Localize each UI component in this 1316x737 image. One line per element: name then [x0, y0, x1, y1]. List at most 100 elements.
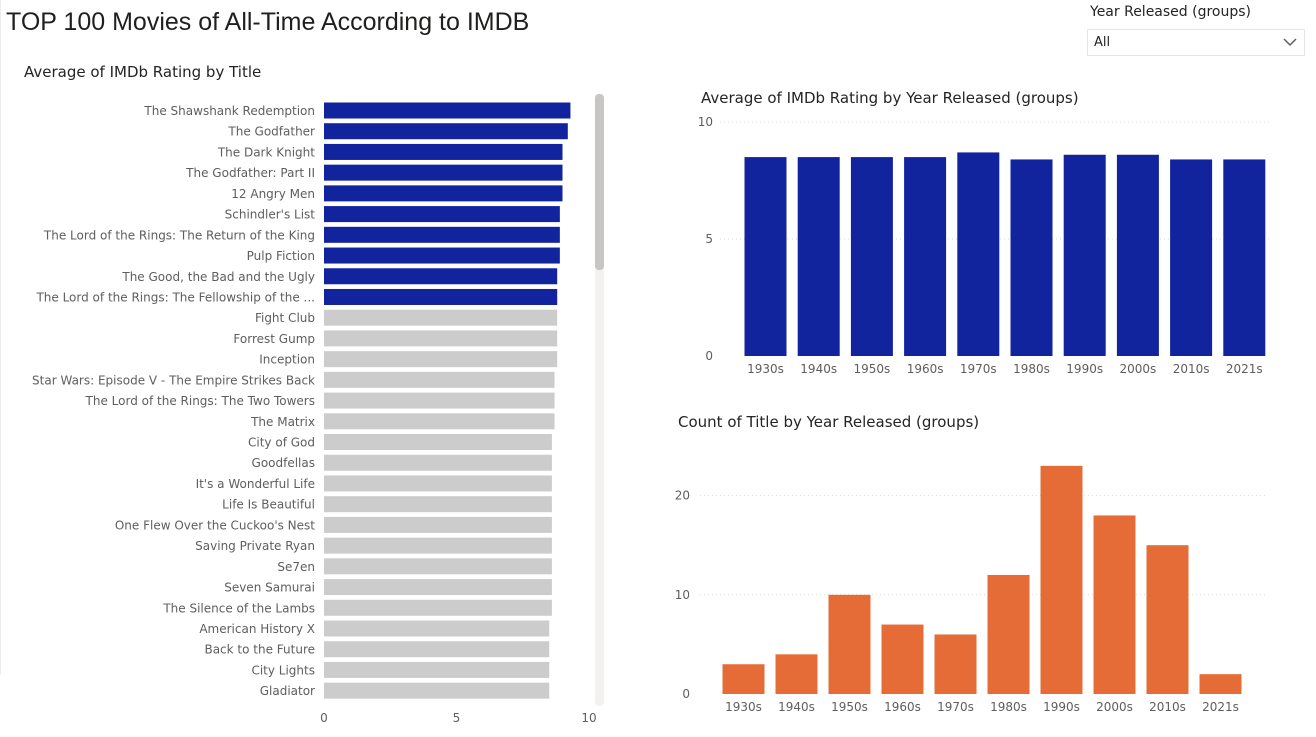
category-label: The Shawshank Redemption: [143, 104, 315, 118]
bar[interactable]: [1010, 159, 1053, 356]
bar[interactable]: [324, 620, 550, 637]
category-label: Goodfellas: [252, 456, 315, 470]
bar[interactable]: [1040, 465, 1083, 694]
x-tick-label: 2021s: [1226, 362, 1263, 376]
bar[interactable]: [324, 434, 552, 451]
bar[interactable]: [324, 268, 558, 285]
category-label: The Lord of the Rings: The Two Towers: [85, 394, 315, 408]
x-tick-label: 2021s: [1202, 700, 1239, 714]
x-tick-label: 5: [453, 711, 461, 725]
x-tick-label: 1930s: [725, 700, 762, 714]
bar[interactable]: [324, 351, 558, 368]
x-tick-label: 1930s: [747, 362, 784, 376]
bar[interactable]: [775, 654, 818, 694]
x-tick-label: 1940s: [778, 700, 815, 714]
y-tick-label: 0: [682, 687, 690, 701]
year-released-dropdown[interactable]: All: [1087, 29, 1305, 56]
bar[interactable]: [722, 664, 765, 694]
bar[interactable]: [1116, 154, 1159, 356]
x-tick-label: 2000s: [1120, 362, 1157, 376]
category-label: City of God: [248, 436, 315, 450]
bar[interactable]: [324, 123, 568, 140]
x-tick-label: 10: [581, 711, 596, 725]
x-tick-label: 0: [320, 711, 328, 725]
bar[interactable]: [957, 152, 1000, 356]
bar[interactable]: [828, 594, 871, 694]
x-tick-label: 1970s: [960, 362, 997, 376]
bar[interactable]: [324, 143, 563, 160]
category-label: The Lord of the Rings: The Return of the…: [43, 228, 315, 242]
bar[interactable]: [850, 157, 893, 356]
bar[interactable]: [324, 206, 560, 223]
y-tick-label: 10: [675, 588, 690, 602]
bar[interactable]: [1146, 545, 1189, 694]
category-label: Seven Samurai: [224, 581, 315, 595]
bar[interactable]: [324, 392, 555, 409]
x-tick-label: 1940s: [800, 362, 837, 376]
bar[interactable]: [324, 454, 552, 471]
bar[interactable]: [1170, 159, 1213, 356]
x-tick-label: 1960s: [884, 700, 921, 714]
scrollbar-thumb[interactable]: [595, 94, 604, 270]
bar[interactable]: [324, 599, 552, 616]
bar[interactable]: [987, 574, 1030, 694]
bar[interactable]: [324, 102, 571, 119]
bar[interactable]: [324, 226, 560, 243]
bar[interactable]: [324, 330, 558, 347]
bar[interactable]: [324, 164, 563, 181]
rating-by-decade-chart[interactable]: 0 5 10 1930s 1940s 1950s 1960s 1970s 1980s 1990s 2…: [680, 110, 1280, 385]
bar[interactable]: [324, 496, 552, 513]
y-tick-label: 20: [675, 489, 690, 503]
bar[interactable]: [904, 157, 947, 356]
category-label: It's a Wonderful Life: [196, 477, 315, 491]
bar[interactable]: [324, 682, 550, 699]
bar[interactable]: [324, 516, 552, 533]
category-label: Schindler's List: [225, 208, 316, 222]
category-label: Gladiator: [260, 684, 315, 698]
x-tick-label: 1980s: [990, 700, 1027, 714]
bar[interactable]: [324, 558, 552, 575]
bar[interactable]: [324, 475, 552, 492]
x-tick-label: 1980s: [1013, 362, 1050, 376]
category-label: One Flew Over the Cuckoo's Nest: [115, 518, 315, 532]
category-label: Se7en: [277, 560, 315, 574]
bar[interactable]: [324, 185, 563, 202]
x-tick-label: 2010s: [1173, 362, 1210, 376]
bar[interactable]: [1093, 515, 1136, 694]
category-label: Forrest Gump: [233, 332, 315, 346]
y-tick-label: 5: [705, 232, 713, 246]
category-label: City Lights: [251, 663, 315, 677]
bar[interactable]: [744, 157, 787, 356]
chart-title-rating-by-decade: Average of IMDb Rating by Year Released …: [701, 89, 1079, 107]
bar[interactable]: [324, 537, 552, 554]
bar[interactable]: [934, 634, 977, 694]
x-tick-label: 1950s: [831, 700, 868, 714]
rating-by-title-chart[interactable]: The Shawshank Redemption The Godfather The…: [0, 90, 610, 730]
bar[interactable]: [1063, 154, 1106, 356]
bar[interactable]: [324, 661, 550, 678]
bar[interactable]: [324, 288, 558, 305]
count-by-decade-chart[interactable]: 0 10 20 1930s 1940s 1950s 1960s 1970s 1980s 1990s…: [660, 440, 1280, 720]
x-tick-label: 2010s: [1149, 700, 1186, 714]
y-tick-label: 0: [705, 349, 713, 363]
bar[interactable]: [324, 579, 552, 596]
bar[interactable]: [324, 247, 560, 264]
bar[interactable]: [1199, 674, 1242, 694]
category-label: Star Wars: Episode V - The Empire Strike…: [32, 373, 315, 387]
scrollbar-track[interactable]: [595, 94, 604, 706]
chart-title-rating-by-title: Average of IMDb Rating by Title: [24, 63, 262, 81]
category-label: The Lord of the Rings: The Fellowship of…: [35, 290, 315, 304]
category-label: Inception: [259, 353, 315, 367]
slicer-title: Year Released (groups): [1090, 4, 1252, 20]
bar[interactable]: [324, 641, 550, 658]
category-label: 12 Angry Men: [231, 187, 315, 201]
bar[interactable]: [324, 309, 558, 326]
bar[interactable]: [1223, 159, 1266, 356]
category-label: Fight Club: [255, 311, 315, 325]
bar[interactable]: [324, 371, 555, 388]
category-label: Saving Private Ryan: [195, 539, 315, 553]
x-tick-label: 1990s: [1066, 362, 1103, 376]
bar[interactable]: [324, 413, 555, 430]
bar[interactable]: [797, 157, 840, 356]
bar[interactable]: [881, 624, 924, 694]
